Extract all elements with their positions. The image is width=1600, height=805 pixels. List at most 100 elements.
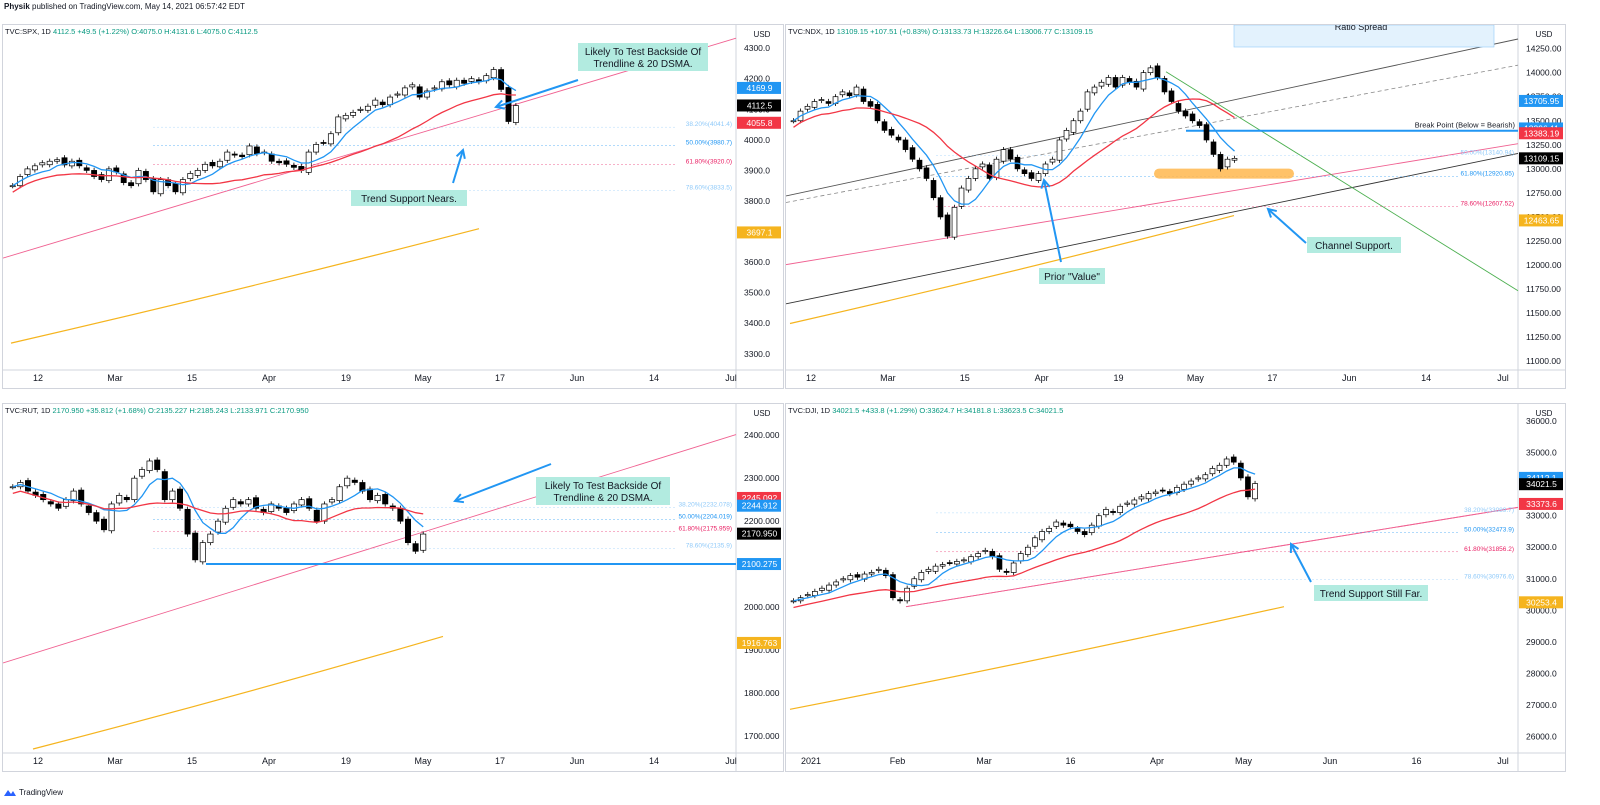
candle-body (490, 69, 497, 78)
candle (85, 503, 92, 516)
candle-body (1000, 149, 1007, 162)
arrow-head (1040, 177, 1051, 189)
candle (55, 501, 62, 511)
candle (98, 171, 105, 183)
chart-panel-rut[interactable]: TVC:RUT, 1D 2170.950 +35.812 (+1.68%) O:… (2, 403, 784, 772)
chart-panel-dji[interactable]: TVC:DJI, 1D 34021.5 +433.8 (+1.29%) O:33… (785, 403, 1566, 772)
candle (1174, 484, 1180, 496)
candle (902, 137, 909, 153)
candle (176, 486, 184, 511)
candle-body (1188, 480, 1194, 485)
candle-body (230, 499, 237, 508)
candle (1133, 78, 1140, 90)
candle (1202, 472, 1209, 482)
x-tick-label: 17 (495, 373, 505, 383)
price-label-text: 12463.65 (1524, 215, 1560, 225)
candle-body (154, 459, 161, 470)
candle (83, 165, 90, 174)
candle (804, 103, 811, 112)
candle (1112, 74, 1119, 90)
candle (61, 155, 68, 168)
candle-body (833, 581, 839, 586)
candle (854, 571, 861, 580)
candle (239, 152, 246, 160)
candle-body (996, 555, 1003, 570)
annotation-text: Trendline & 20 DSMA. (553, 493, 652, 504)
candle-body (453, 79, 460, 88)
candle (932, 563, 939, 574)
chart-legend: TVC:NDX, 1D 13109.15 +107.51 (+0.83%) O:… (788, 27, 1093, 36)
x-tick-label: Apr (1150, 756, 1164, 766)
legend-close: C:4112.5 (228, 27, 258, 36)
candle (1124, 500, 1131, 507)
candle (298, 163, 305, 174)
legend-last: 34021.5 (832, 406, 861, 415)
candle (875, 566, 882, 574)
candle-body (216, 160, 223, 168)
chart-panel-ndx[interactable]: TVC:NDX, 1D 13109.15 +107.51 (+0.83%) O:… (785, 24, 1566, 389)
candle-body (925, 568, 932, 572)
author-name[interactable]: Physik (4, 2, 30, 11)
x-tick-label: Mar (107, 373, 123, 383)
arrow-line (1043, 179, 1062, 263)
candle-body (91, 170, 98, 177)
candle-body (1077, 110, 1084, 122)
candle (320, 139, 327, 146)
candle (401, 85, 408, 98)
candle-body (918, 572, 925, 581)
annotation-box (1039, 268, 1105, 284)
candle-body (1230, 456, 1237, 463)
sma200-line (789, 606, 1285, 710)
legend-low: L:4075.0 (197, 27, 228, 36)
candle (100, 516, 108, 533)
candle (1159, 487, 1166, 494)
sma50-line (12, 93, 516, 193)
y-tick-label: 11500.00 (1526, 308, 1561, 318)
candle (328, 497, 336, 505)
x-tick-label: Apr (262, 373, 276, 383)
x-tick-label: Feb (890, 756, 906, 766)
sma20-line (793, 467, 1256, 602)
candle-body (1010, 562, 1017, 573)
candle-body (313, 144, 320, 153)
x-tick-label: 19 (1114, 373, 1124, 383)
candle-body (874, 104, 881, 122)
candle-body (120, 173, 127, 183)
candle (246, 143, 253, 158)
y-tick-label: 12250.00 (1526, 236, 1562, 246)
candle-body (904, 587, 910, 602)
candle (1216, 462, 1223, 474)
price-label-text: 34112.1 (1526, 473, 1556, 483)
channel-support-line (786, 153, 1519, 305)
candle-body (105, 168, 112, 181)
y-tick-label: 3400.0 (744, 318, 770, 328)
candle (1238, 460, 1244, 481)
arrow-head (455, 148, 466, 160)
candle (937, 195, 944, 220)
candle (847, 572, 854, 583)
candle-body (888, 129, 895, 136)
x-tick-label: Mar (976, 756, 992, 766)
chart-panel-spx[interactable]: TVC:SPX, 1D 4112.5 +49.5 (+1.22%) O:4075… (2, 24, 784, 389)
x-tick-label: Jul (725, 373, 737, 383)
footer-brand[interactable]: TradingView (19, 788, 64, 797)
price-label-text: 4055.8 (747, 118, 773, 128)
trendline (786, 143, 1519, 266)
candle (1046, 525, 1052, 535)
candle-body (404, 518, 412, 544)
candle-body (867, 101, 874, 107)
legend-high: H:2185.243 (189, 406, 230, 415)
candle-body (1112, 77, 1119, 88)
break-point-label: Break Point (Below = Bearish) (1415, 121, 1516, 130)
legend-last: 13109.15 (837, 27, 870, 36)
y-tick-label: 14000.00 (1526, 68, 1562, 78)
candle (868, 569, 875, 577)
candle-body (409, 84, 416, 88)
candle-body (70, 490, 77, 502)
candle (1168, 88, 1175, 105)
price-label-text: 2244.912 (742, 501, 778, 511)
fib-level-label: 78.60%(12607.52) (1461, 201, 1515, 208)
candle-body (1124, 502, 1131, 505)
candle-body (412, 543, 419, 552)
candle-body (207, 533, 214, 544)
